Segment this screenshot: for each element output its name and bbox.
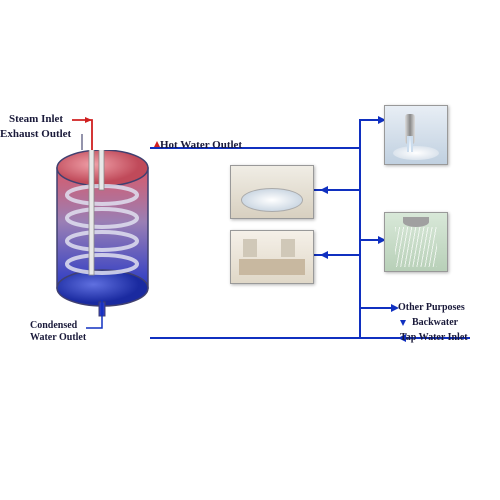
label-backwater: Backwater	[412, 317, 458, 328]
label-condensed: Condensed	[30, 320, 77, 331]
label-other-purposes: Other Purposes	[398, 302, 465, 313]
label-hot-water-outlet: Hot Water Outlet	[160, 139, 242, 151]
label-steam-inlet: Steam Inlet	[9, 113, 63, 125]
label-exhaust-outlet: Exhaust Outlet	[0, 128, 71, 140]
usage-shower-image	[384, 212, 448, 272]
usage-kitchen-image	[230, 230, 314, 284]
label-water-outlet: Water Outlet	[30, 332, 86, 343]
usage-bathtub-image	[230, 165, 314, 219]
label-tap-water-inlet: Tap Water Inlet	[400, 332, 468, 343]
usage-faucet-image	[384, 105, 448, 165]
water-tank	[55, 150, 150, 310]
